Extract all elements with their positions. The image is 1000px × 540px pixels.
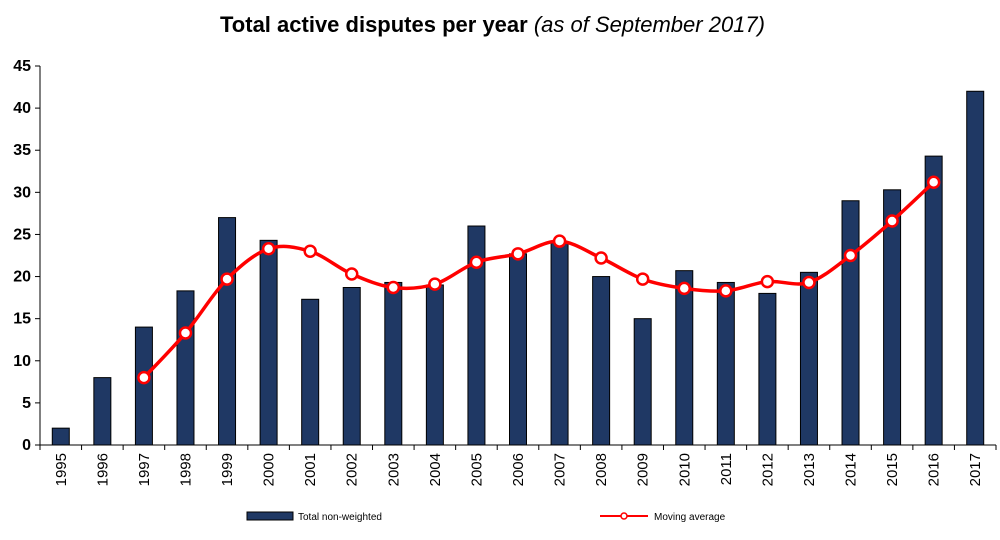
moving-average-point-2014 — [843, 248, 858, 263]
moving-average-point-2005 — [469, 255, 484, 269]
chart-title: Total active disputes per year (as of Se… — [0, 12, 985, 38]
bar-2001 — [301, 298, 320, 446]
bar-2011 — [716, 281, 735, 446]
plot-area: 0 5 10 15 20 25 30 35 40 45 1995 1996 1997 1998 1999 20… — [13, 58, 997, 523]
x-tick-label-1996: 1996 — [94, 453, 111, 486]
moving-average-point-2007 — [552, 234, 567, 248]
x-tick-label-2012: 2012 — [759, 453, 776, 486]
x-tick-label-2007: 2007 — [552, 453, 569, 486]
bar-2008 — [592, 276, 611, 446]
bar-2002 — [342, 287, 361, 446]
legend-label-bar: Total non-weighted — [298, 512, 382, 523]
moving-average-point-2003 — [386, 280, 401, 295]
bar-2004 — [425, 284, 444, 446]
moving-average-point-2013 — [802, 275, 816, 290]
bar-1997 — [134, 326, 153, 446]
x-tick-label-1998: 1998 — [177, 453, 194, 486]
bar-2009 — [633, 318, 652, 446]
y-tick-label: 0 — [22, 437, 31, 454]
x-tick-label-2013: 2013 — [801, 453, 818, 486]
y-tick-label: 35 — [13, 142, 31, 159]
y-tick-label: 10 — [13, 353, 31, 370]
x-tick-label-2005: 2005 — [468, 453, 485, 486]
legend-label-line: Moving average — [654, 512, 726, 523]
bar-2007 — [550, 242, 569, 446]
bar-2014 — [841, 200, 860, 446]
moving-average-point-1997 — [137, 370, 151, 385]
moving-average-point-2004 — [428, 277, 442, 291]
x-tick-label-1997: 1997 — [136, 453, 153, 486]
moving-average-point-2000 — [261, 242, 276, 256]
bar-1995 — [51, 427, 70, 446]
moving-average-point-2001 — [303, 244, 317, 259]
chart-subtitle: (as of September 2017) — [533, 12, 765, 37]
moving-average-point-2010 — [677, 281, 692, 296]
bar-2017 — [966, 90, 985, 446]
x-tick-label-2001: 2001 — [302, 453, 319, 486]
moving-average-point-2016 — [926, 175, 941, 189]
moving-average-point-2008 — [594, 251, 608, 265]
x-tick-label-2003: 2003 — [385, 453, 402, 486]
x-tick-label-2002: 2002 — [344, 453, 361, 486]
bar-1996 — [93, 377, 112, 446]
moving-average-point-2015 — [885, 214, 899, 228]
y-tick-label: 5 — [22, 395, 31, 412]
bar-2003 — [384, 281, 403, 446]
x-tick-label-2015: 2015 — [884, 453, 901, 486]
x-tick-label-2004: 2004 — [427, 453, 444, 486]
bar-2010 — [675, 270, 694, 446]
moving-average-point-2002 — [344, 267, 359, 281]
y-tick-label: 30 — [13, 184, 31, 201]
bar-2006 — [509, 253, 527, 446]
chart-title-main: Total active disputes per year — [220, 12, 528, 37]
moving-average-point-1998 — [178, 326, 193, 340]
x-tick-label-2016: 2016 — [926, 453, 943, 486]
x-tick-label-2014: 2014 — [843, 453, 860, 486]
x-tick-label-1995: 1995 — [53, 453, 70, 486]
y-tick-label: 45 — [13, 58, 31, 75]
y-tick-label: 25 — [13, 226, 31, 243]
moving-average-point-2012 — [760, 274, 775, 289]
bar-1999 — [218, 217, 237, 446]
legend-swatch-bar — [246, 511, 294, 521]
bar-2013 — [799, 271, 818, 446]
moving-average-point-2011 — [719, 284, 733, 298]
moving-average-point-1999 — [220, 272, 234, 286]
x-tick-label-2011: 2011 — [718, 453, 735, 485]
x-tick-label-1999: 1999 — [219, 453, 236, 486]
x-tick-label-2000: 2000 — [261, 453, 278, 486]
x-tick-label-2010: 2010 — [676, 453, 693, 486]
x-tick-label-2006: 2006 — [510, 453, 527, 486]
x-tick-label-2008: 2008 — [593, 453, 610, 486]
bar-2000 — [259, 239, 278, 446]
moving-average-point-2006 — [511, 247, 525, 261]
y-tick-label: 15 — [13, 311, 31, 328]
bar-1998 — [176, 290, 195, 446]
legend-swatch-marker — [620, 512, 628, 520]
y-tick-label: 20 — [13, 269, 31, 286]
bar-2016 — [924, 155, 943, 446]
x-tick-label-2017: 2017 — [967, 453, 984, 486]
bar-2012 — [758, 292, 777, 446]
x-tick-label-2009: 2009 — [635, 453, 652, 486]
y-tick-label: 40 — [13, 100, 31, 117]
moving-average-point-2009 — [635, 272, 650, 286]
